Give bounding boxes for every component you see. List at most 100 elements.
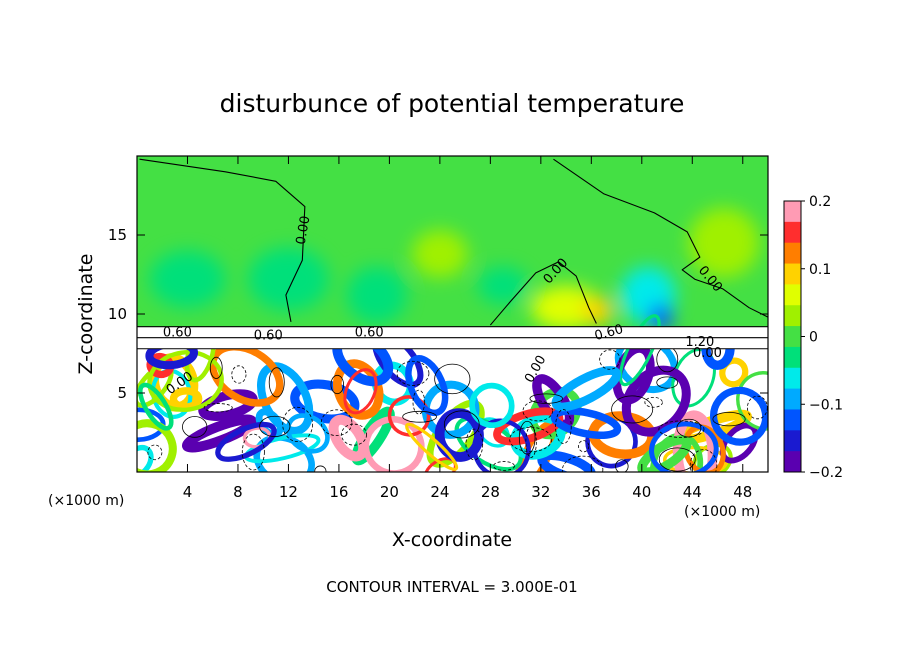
colorbar-segment (784, 305, 801, 327)
colorbar-segment (784, 346, 801, 369)
colorbar-segment (784, 242, 801, 265)
eddy-contour-18 (658, 420, 705, 438)
turbulent-layer (137, 314, 768, 472)
eddy-contour-38 (203, 403, 233, 413)
eddy-contour-15 (443, 410, 480, 439)
contour-interval-note: CONTOUR INTERVAL = 3.000E-01 (326, 578, 577, 596)
anomaly-7 (648, 304, 674, 330)
eddy-contour-11 (314, 465, 327, 472)
eddy-67 (405, 422, 459, 471)
colorbar-segment (784, 451, 801, 473)
eddy-contour-7 (656, 376, 679, 389)
contour-lines (139, 158, 768, 326)
y-tick-label: 10 (108, 305, 127, 323)
anomaly-3 (412, 230, 468, 278)
eddy-contour-36 (402, 410, 437, 423)
eddy-contour-35 (341, 423, 367, 446)
colorbar-segment (784, 221, 801, 244)
x-tick-label: 20 (380, 483, 399, 501)
plot-area (137, 156, 768, 472)
colorbar-tick-label: 0 (809, 330, 818, 346)
x-tick-label: 4 (183, 483, 193, 501)
upper-anomalies (149, 208, 760, 330)
eddy-63 (215, 421, 277, 462)
y-tick-label: 15 (108, 226, 127, 244)
eddy-contour-33 (555, 409, 572, 445)
contour-label: 0.00 (693, 346, 722, 361)
colorbar-segment (784, 430, 801, 452)
eddy-contour-8 (396, 360, 430, 386)
x-tick-label: 48 (733, 483, 752, 501)
eddy-contour-16 (562, 455, 604, 472)
eddy-13 (198, 389, 258, 421)
colorbar-tick-label: 0.1 (809, 262, 831, 278)
colorbar-tick-label: 0.2 (809, 194, 831, 210)
x-tick-label: 16 (329, 483, 348, 501)
eddy-contour-28 (525, 425, 537, 458)
eddy-contour-39 (644, 396, 663, 408)
x-tick-label: 44 (683, 483, 702, 501)
eddy-contour-25 (529, 393, 563, 404)
eddy-contour-26 (147, 444, 163, 461)
eddy-20 (181, 414, 258, 453)
eddy-contour-6 (182, 416, 208, 438)
eddy-contour-27 (268, 367, 285, 398)
eddy-60 (343, 368, 378, 415)
eddy-contour-23 (522, 400, 553, 422)
eddy-32 (736, 371, 768, 431)
colorbar-segment (784, 201, 801, 223)
eddy-5 (290, 379, 360, 424)
eddy-contour-30 (747, 395, 768, 420)
x-tick-label: 40 (632, 483, 651, 501)
eddy-contour-1 (282, 406, 313, 442)
eddy-50 (493, 407, 564, 446)
anomaly-2 (346, 266, 408, 324)
x-tick-label: 8 (233, 483, 243, 501)
eddy-contour-2 (320, 409, 353, 437)
eddy-58 (550, 407, 622, 440)
anomaly-8 (688, 208, 760, 278)
eddy-65 (649, 421, 719, 472)
chart-title: disturbunce of potential temperature (220, 89, 685, 118)
x-unit-label-right: (×1000 m) (684, 504, 760, 520)
colorbar-tick-label: −0.2 (809, 465, 843, 481)
y-axis: 5 10 15 (108, 226, 768, 402)
x-unit-label-left: (×1000 m) (48, 493, 124, 509)
eddy-23 (328, 414, 369, 462)
eddy-contour-10 (509, 426, 553, 453)
x-axis: 4 8 12 16 20 24 28 32 36 40 44 48 (183, 156, 752, 501)
eddy-contour-31 (578, 440, 590, 453)
colorbar-tick-label: −0.1 (809, 397, 843, 413)
inversion-band (137, 326, 768, 350)
eddy-21 (719, 422, 759, 464)
anomaly-5 (582, 296, 613, 326)
contour-label: 0.00 (294, 215, 314, 246)
eddy-contour-3 (231, 365, 247, 384)
eddy-contour-9 (611, 395, 654, 424)
zero-contour-2 (553, 158, 768, 318)
colorbar-segment (784, 409, 801, 431)
eddy-contour-24 (689, 449, 718, 472)
colorbar-segment (784, 326, 801, 348)
x-tick-label: 32 (531, 483, 550, 501)
eddy-contour-34 (518, 420, 536, 455)
contour-label: 0.60 (593, 322, 625, 344)
x-tick-label: 24 (430, 483, 449, 501)
y-tick-label: 5 (117, 384, 127, 402)
anomaly-0 (149, 250, 226, 308)
eddy-contour-20 (412, 389, 426, 415)
eddy-contour-37 (241, 433, 265, 471)
colorbar-segment (784, 263, 801, 285)
anomaly-9 (477, 266, 529, 305)
x-axis-title: X-coordinate (392, 529, 512, 551)
eddy-contour-0 (434, 363, 471, 395)
eddy-contour-22 (330, 374, 344, 395)
eddy-contour-14 (493, 461, 515, 471)
eddy-44 (682, 424, 726, 472)
eddy-61 (637, 435, 692, 472)
eddy-66 (551, 366, 622, 412)
eddy-29 (537, 450, 596, 472)
x-tick-label: 28 (481, 483, 500, 501)
contour-label: 0.60 (254, 329, 283, 344)
